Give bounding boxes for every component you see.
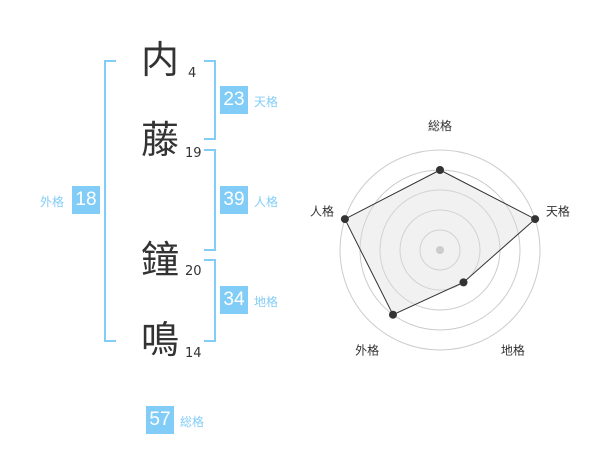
radar-ring <box>399 209 481 291</box>
radar-axis-label: 人格 <box>310 204 334 219</box>
stroke-count-3: 20 <box>185 264 202 279</box>
name-char-1: 内 <box>140 38 179 82</box>
radar-ring <box>339 149 541 351</box>
radar-axis-label: 地格 <box>501 342 525 357</box>
radar-point <box>388 310 397 319</box>
chikaku-bracket <box>204 259 216 342</box>
radar-area <box>344 169 536 316</box>
stroke-count-1: 4 <box>188 66 197 81</box>
jinkaku-label: 人格 <box>254 195 279 209</box>
radar-point <box>436 166 444 174</box>
radar-center <box>436 246 444 254</box>
radar-axis-label: 外格 <box>355 342 379 357</box>
chikaku-value: 34 <box>220 286 248 314</box>
name-char-4: 鳴 <box>140 318 179 362</box>
radar-point <box>531 215 540 224</box>
tenkaku-bracket <box>204 60 216 140</box>
jinkaku-bracket <box>204 149 216 251</box>
name-char-3: 鐘 <box>140 238 179 282</box>
chikaku-label: 地格 <box>254 295 279 309</box>
name-char-2: 藤 <box>140 118 179 162</box>
tenkaku-label: 天格 <box>254 95 279 109</box>
radar-ring <box>419 229 461 271</box>
stroke-count-4: 14 <box>185 346 202 361</box>
stroke-count-2: 19 <box>185 146 202 161</box>
gaikaku-label: 外格 <box>40 195 65 209</box>
gaikaku-bracket <box>104 60 116 342</box>
radar-point <box>340 215 349 224</box>
jinkaku-value: 39 <box>220 186 248 214</box>
gaikaku-value: 18 <box>72 186 100 214</box>
radar-axis-label: 総格 <box>428 118 452 133</box>
radar-point <box>459 278 468 287</box>
soukaku-label: 総格 <box>180 415 205 429</box>
radar-axis-label: 天格 <box>546 204 570 219</box>
soukaku-value: 57 <box>146 406 174 434</box>
tenkaku-value: 23 <box>220 86 248 114</box>
